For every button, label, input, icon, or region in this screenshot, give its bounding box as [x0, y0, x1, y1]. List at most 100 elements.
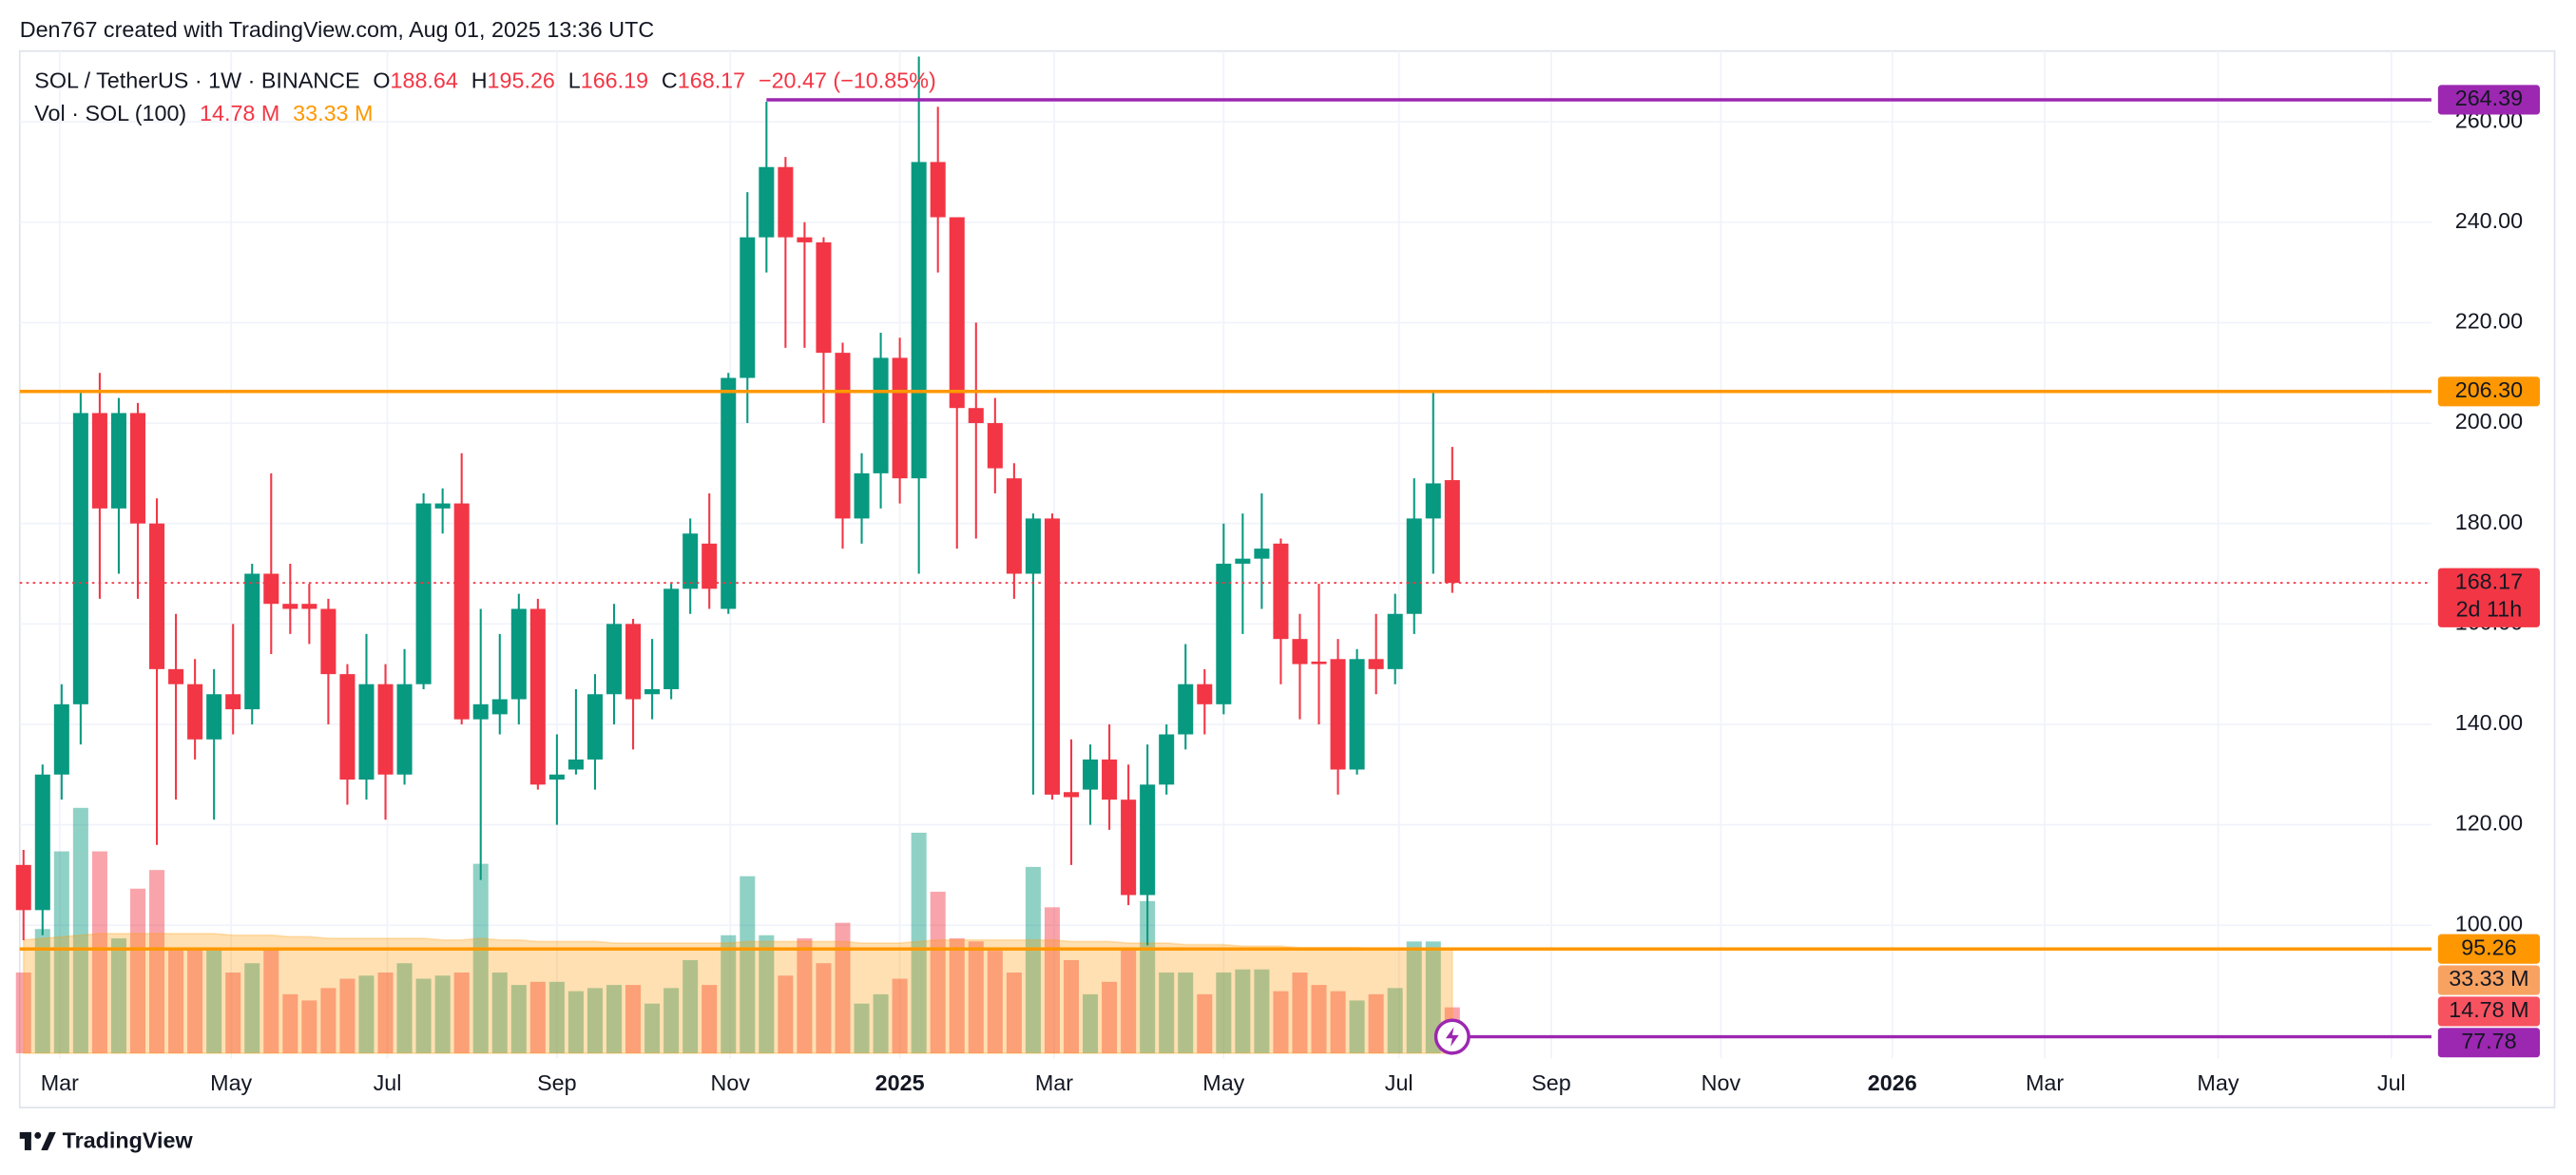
volume-bar: [1216, 973, 1232, 1053]
volume-bar: [1292, 973, 1308, 1053]
volume-bar: [129, 888, 146, 1053]
candle-body: [721, 377, 737, 609]
volume-bar: [987, 951, 1003, 1053]
y-tick-label: 120.00: [2455, 811, 2523, 836]
candle-body: [1121, 799, 1137, 896]
candle-body: [1102, 759, 1118, 800]
candle-body: [72, 413, 88, 704]
candle-body: [472, 703, 489, 720]
countdown-label: 2d 11h: [2456, 597, 2523, 622]
candle-body: [816, 241, 832, 354]
candle-body: [1025, 518, 1041, 574]
volume-bar: [1406, 941, 1422, 1053]
volume-bar: [244, 963, 260, 1053]
volume-bar: [1311, 985, 1327, 1053]
candle-body: [797, 237, 813, 242]
x-tick-label: 2025: [875, 1070, 925, 1095]
volume-name: Vol · SOL (100): [34, 101, 186, 125]
logo-part: [24, 1131, 31, 1150]
volume-bar: [816, 963, 832, 1053]
candle-body: [339, 674, 356, 780]
candle-body: [892, 357, 908, 479]
volume-bar: [1197, 993, 1213, 1053]
candle-body: [644, 688, 661, 695]
volume-bar: [358, 975, 375, 1053]
label-layer: Mar May Jul Sep Nov 2025 Mar May Jul Sep Nov 2026 Ma…: [41, 85, 2540, 1095]
candle-body: [968, 408, 984, 424]
volume-bar: [15, 973, 31, 1053]
volume-bar: [206, 947, 222, 1053]
volume-bar: [187, 947, 203, 1053]
x-tick-label: Sep: [1531, 1070, 1571, 1095]
candle-body: [1197, 684, 1213, 704]
volume-last-label-box: [2437, 996, 2540, 1027]
volume-bar: [835, 922, 851, 1053]
volume-ma-label: 33.33 M: [2449, 966, 2528, 991]
candle-body: [759, 166, 775, 238]
volume-bar: [644, 1003, 661, 1053]
volume-bar: [949, 938, 965, 1053]
candle-body: [1006, 478, 1022, 574]
candle-body: [244, 573, 260, 710]
candle-body: [1330, 659, 1346, 770]
volume-bar: [1121, 947, 1137, 1053]
candle-body: [1063, 792, 1080, 798]
candle-body: [168, 668, 184, 684]
volume-bar: [759, 934, 775, 1053]
level-layer: [19, 98, 2432, 1039]
candle-body: [206, 694, 222, 740]
volume-bar: [377, 973, 394, 1053]
candle-layer: [15, 56, 1460, 946]
candle-body: [91, 413, 107, 509]
volume-bar: [586, 988, 603, 1053]
brand-logo: [19, 1131, 56, 1150]
candle-body: [1425, 483, 1441, 519]
candle-body: [586, 694, 603, 760]
x-tick-label: May: [1202, 1070, 1244, 1095]
close-letter: C: [662, 68, 678, 93]
candle-body: [1292, 639, 1308, 665]
candle-body: [491, 699, 508, 715]
candle-body: [34, 774, 50, 911]
volume-bar: [396, 963, 413, 1053]
legend-volume: Vol · SOL (100) 14.78 M 33.33 M: [34, 101, 373, 125]
volume-bar: [1235, 969, 1251, 1053]
x-tick-label: Mar: [2026, 1070, 2064, 1095]
x-tick-label: May: [210, 1070, 252, 1095]
candle-body: [377, 684, 394, 775]
candle-body: [930, 162, 946, 218]
candle-body: [987, 423, 1003, 469]
volume-bar: [1006, 973, 1022, 1053]
volume-bar: [663, 988, 680, 1053]
volume-bar: [301, 1000, 317, 1053]
candle-body: [625, 624, 642, 700]
change: −20.47 (−10.85%): [759, 68, 936, 93]
candle-body: [1273, 543, 1289, 640]
volume-bar: [225, 973, 241, 1053]
x-tick-label: Mar: [41, 1070, 79, 1095]
candle-body: [453, 503, 470, 720]
volume-bar: [625, 985, 642, 1053]
candle-body: [149, 523, 165, 669]
volume-bar: [1368, 993, 1384, 1053]
volume-bar: [721, 934, 737, 1053]
candle-body: [1444, 480, 1460, 584]
volume-bar: [149, 870, 165, 1053]
open-value: 188.64: [391, 68, 458, 93]
candle-body: [1254, 549, 1270, 559]
logo-part: [34, 1131, 42, 1139]
x-tick-label: Nov: [1701, 1070, 1741, 1095]
volume-bar: [1254, 969, 1270, 1053]
candle-body: [778, 166, 794, 238]
candle-body: [1159, 734, 1175, 785]
candle-body: [1387, 613, 1403, 669]
x-tick-label: May: [2197, 1070, 2239, 1095]
volume-bar: [34, 929, 50, 1053]
candle-body: [567, 759, 584, 770]
y-tick-label: 140.00: [2455, 710, 2523, 735]
level-label-box: [2437, 376, 2540, 407]
level-label: 264.39: [2455, 86, 2523, 110]
candle-body: [263, 573, 279, 605]
x-tick-label: Jul: [374, 1070, 402, 1095]
